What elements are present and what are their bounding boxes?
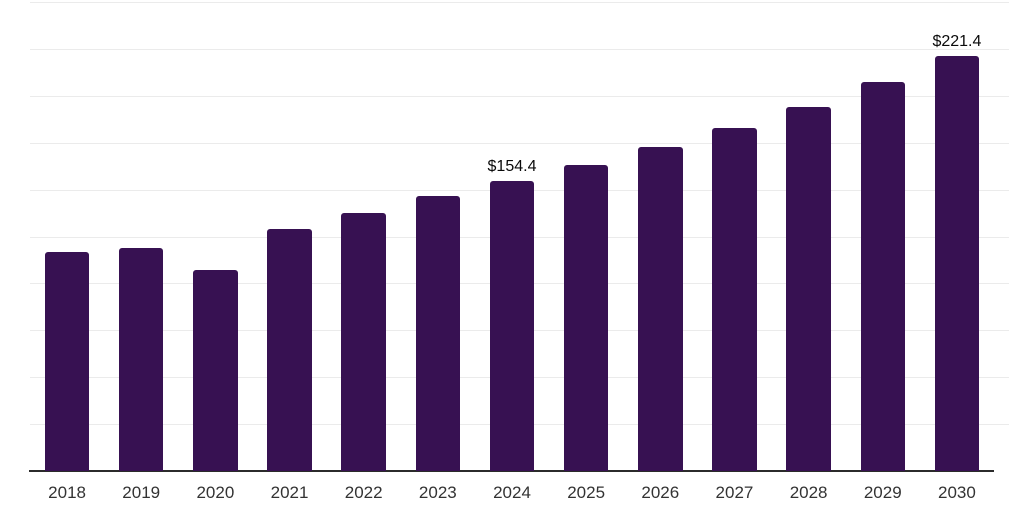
x-tick-label-2029: 2029 [863,483,902,502]
bar-2026[interactable] [638,147,683,471]
gridline [30,142,1009,144]
bar-2024[interactable] [489,181,535,471]
gridline [30,48,1009,50]
plot-area: $154.4 $221.4 [29,2,1009,472]
x-axis-line [29,470,994,472]
x-tick-label-2021: 2021 [270,483,309,502]
x-tick-label-2025: 2025 [567,483,606,502]
x-tick-label-2022: 2022 [344,483,383,502]
bar-2027[interactable] [712,128,757,471]
bar-2021[interactable] [267,228,312,471]
bar-2030[interactable] [934,55,980,471]
gridline [30,2,1009,3]
bar-value-label-2030: $221.4 [932,32,982,50]
x-tick-label-2020: 2020 [196,483,235,502]
x-tick-label-2027: 2027 [715,483,754,502]
bar-2018[interactable] [44,251,90,471]
x-tick-label-2026: 2026 [641,483,680,502]
x-tick-label-2030: 2030 [938,483,976,502]
bar-2020[interactable] [193,270,238,471]
x-tick-label-2018: 2018 [48,483,86,502]
gridline [30,95,1009,97]
x-tick-label-2023: 2023 [418,483,457,502]
x-tick-label-2019: 2019 [122,483,161,502]
x-tick-label-2028: 2028 [789,483,828,502]
bar-2029[interactable] [860,82,906,471]
bar-2022[interactable] [341,213,386,471]
bar-2023[interactable] [415,196,461,471]
bar-value-label-2024: $154.4 [487,158,537,176]
bar-2025[interactable] [563,165,609,471]
x-tick-label-2024: 2024 [493,483,531,502]
bar-2019[interactable] [118,247,164,471]
bar-2028[interactable] [786,106,831,471]
